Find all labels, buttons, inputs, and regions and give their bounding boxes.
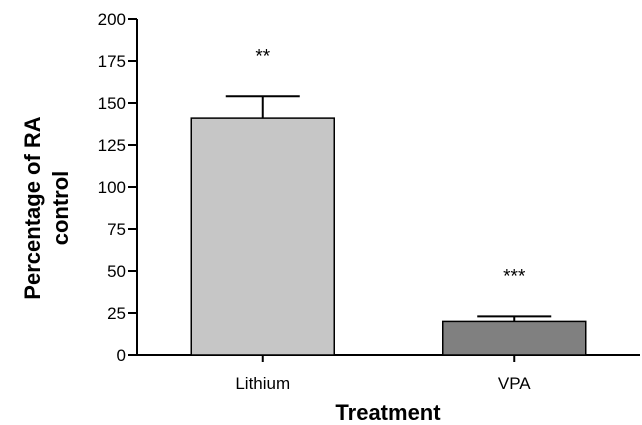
x-tick-label: Lithium — [235, 374, 290, 393]
y-axis-title-line-1: Percentage of RA — [20, 116, 45, 299]
y-axis: 0 25 50 75 100 125 150 175 200 — [98, 10, 138, 365]
y-tick-label: 200 — [98, 10, 126, 29]
bar-vpa — [442, 320, 587, 356]
x-axis-title: Treatment — [335, 400, 441, 425]
y-axis-title-line-2: control — [48, 171, 73, 246]
y-tick-label: 125 — [98, 136, 126, 155]
significance-label-lithium: ** — [255, 46, 270, 67]
y-tick-label: 100 — [98, 178, 126, 197]
y-tick-label: 175 — [98, 52, 126, 71]
significance-label-vpa: *** — [503, 266, 526, 287]
x-axis: Lithium VPA — [137, 354, 640, 393]
bar-lithium — [190, 117, 335, 356]
bars: ***** — [190, 46, 587, 356]
y-tick-label: 50 — [107, 262, 126, 281]
y-axis-title: Percentage of RA control — [20, 116, 73, 299]
y-tick-label: 25 — [107, 304, 126, 323]
x-tick-label: VPA — [498, 374, 531, 393]
y-tick-label: 150 — [98, 94, 126, 113]
y-tick-label: 75 — [107, 220, 126, 239]
y-tick-label: 0 — [117, 346, 126, 365]
